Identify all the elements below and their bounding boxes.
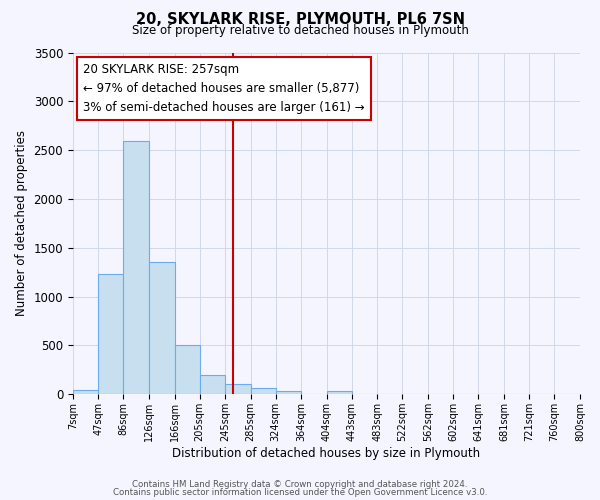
Text: Size of property relative to detached houses in Plymouth: Size of property relative to detached ho… — [131, 24, 469, 37]
Bar — [124, 142, 149, 394]
Bar — [149, 262, 175, 394]
Bar — [251, 388, 275, 394]
Bar — [175, 346, 200, 395]
Bar — [225, 384, 251, 394]
X-axis label: Distribution of detached houses by size in Plymouth: Distribution of detached houses by size … — [172, 447, 481, 460]
Text: 20, SKYLARK RISE, PLYMOUTH, PL6 7SN: 20, SKYLARK RISE, PLYMOUTH, PL6 7SN — [136, 12, 464, 28]
Y-axis label: Number of detached properties: Number of detached properties — [15, 130, 28, 316]
Bar — [327, 392, 352, 394]
Bar — [98, 274, 124, 394]
Text: Contains public sector information licensed under the Open Government Licence v3: Contains public sector information licen… — [113, 488, 487, 497]
Bar — [73, 390, 98, 394]
Text: Contains HM Land Registry data © Crown copyright and database right 2024.: Contains HM Land Registry data © Crown c… — [132, 480, 468, 489]
Bar — [275, 392, 301, 394]
Text: 20 SKYLARK RISE: 257sqm
← 97% of detached houses are smaller (5,877)
3% of semi-: 20 SKYLARK RISE: 257sqm ← 97% of detache… — [83, 63, 365, 114]
Bar — [200, 375, 225, 394]
